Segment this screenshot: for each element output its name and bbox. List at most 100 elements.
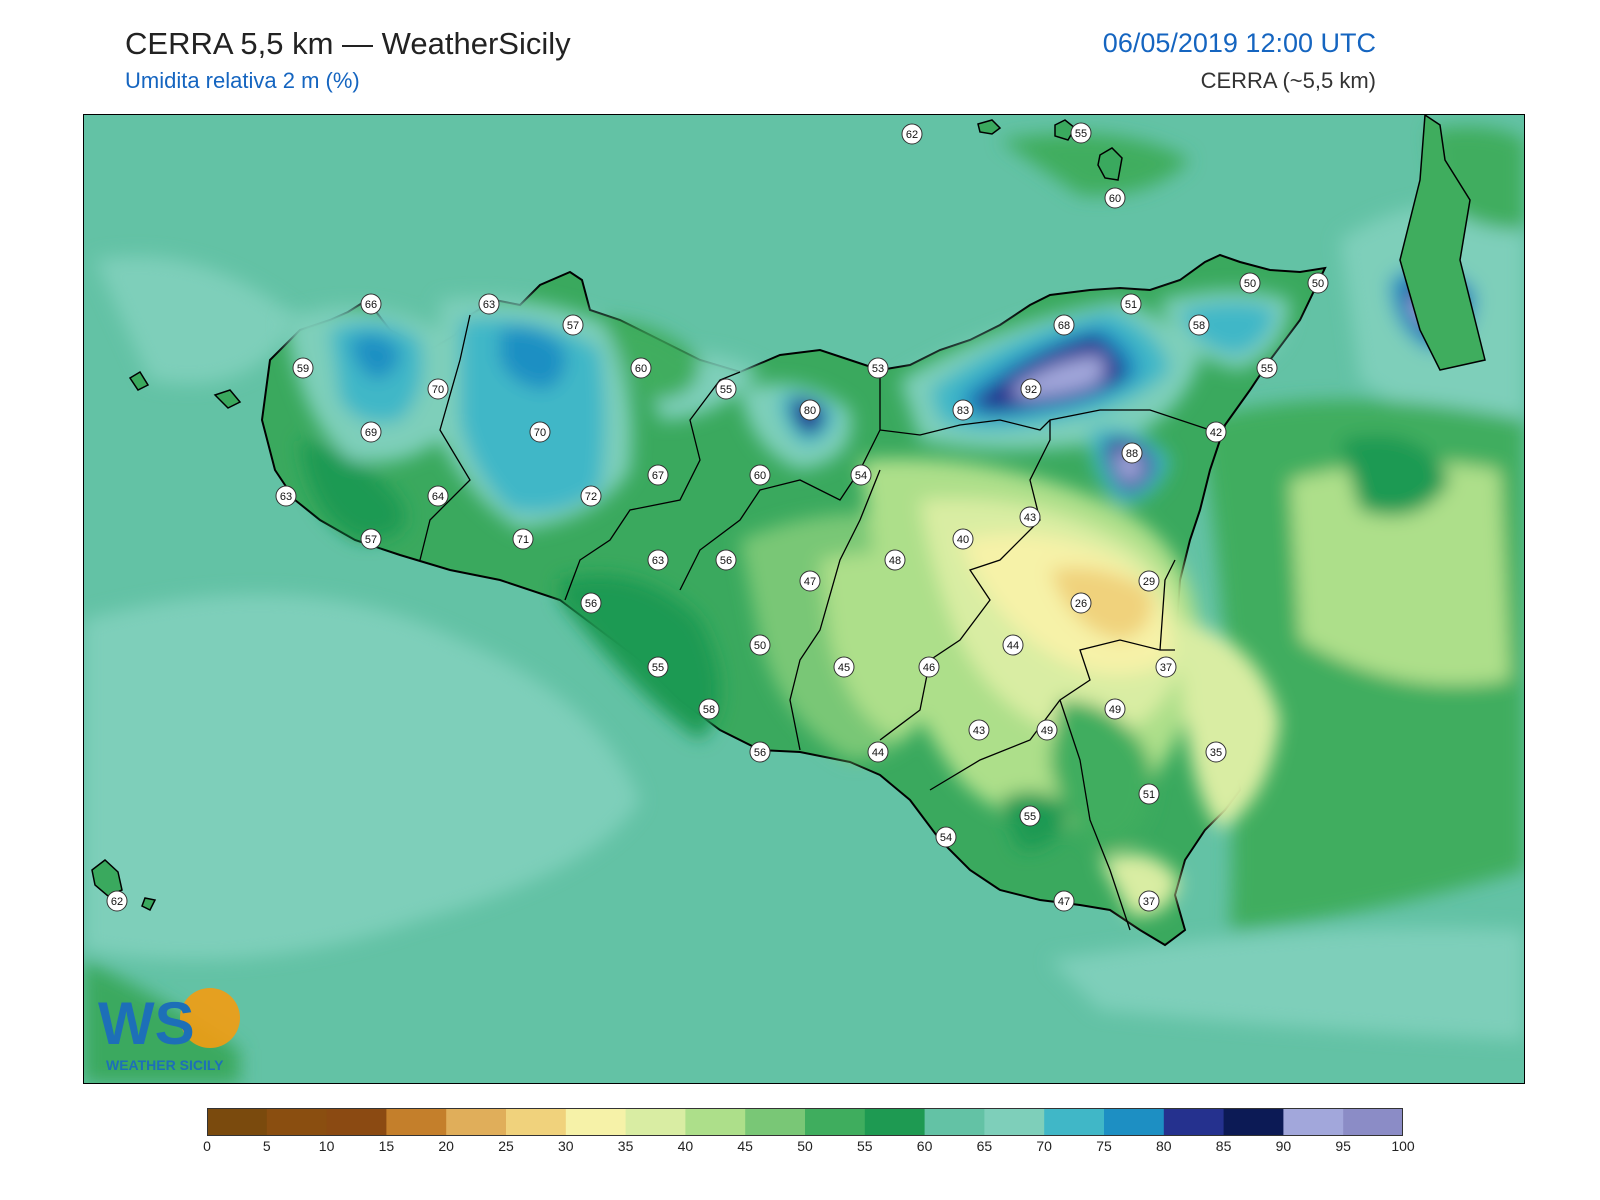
station-value: 70 (432, 384, 444, 396)
colorbar-tick-label: 0 (203, 1138, 211, 1154)
colorbar-swatch (1163, 1108, 1225, 1136)
station-value: 51 (1143, 789, 1155, 801)
station-marker (1239, 272, 1261, 294)
station-label: 62 (901, 123, 923, 145)
colorbar-tick-label: 5 (262, 1138, 271, 1154)
colorbar-tick-label: 70 (1036, 1138, 1052, 1154)
station-marker (749, 741, 771, 763)
station-value: 55 (1075, 128, 1087, 140)
station-label: 49 (1104, 698, 1126, 720)
station-label: 58 (698, 698, 720, 720)
station-marker (647, 464, 669, 486)
colorbar-swatch (805, 1108, 866, 1136)
svg-text:WS: WS (98, 990, 195, 1057)
station-label: 57 (562, 314, 584, 336)
station-marker (1155, 656, 1177, 678)
station-value: 56 (720, 555, 732, 567)
station-value: 54 (855, 470, 867, 482)
station-value: 80 (804, 405, 816, 417)
station-marker (1188, 314, 1210, 336)
station-label: 47 (1053, 890, 1075, 912)
station-marker (1019, 805, 1041, 827)
station-label: 37 (1138, 890, 1160, 912)
station-marker (580, 592, 602, 614)
station-label: 67 (647, 464, 669, 486)
station-marker (427, 485, 449, 507)
station-value: 51 (1125, 299, 1137, 311)
station-label: 50 (749, 634, 771, 656)
weathersicily-logo: WS WEATHER SICILY (98, 988, 240, 1073)
station-label: 37 (1155, 656, 1177, 678)
station-value: 62 (111, 896, 123, 908)
station-value: 57 (365, 534, 377, 546)
colorbar-swatch (745, 1108, 806, 1136)
station-label: 56 (749, 741, 771, 763)
station-label: 68 (1053, 314, 1075, 336)
station-marker (1138, 890, 1160, 912)
station-value: 60 (754, 470, 766, 482)
station-value: 37 (1160, 662, 1172, 674)
station-value: 62 (906, 129, 918, 141)
station-marker (360, 293, 382, 315)
station-label: 44 (867, 741, 889, 763)
station-marker (867, 357, 889, 379)
station-value: 45 (838, 662, 850, 674)
station-label: 40 (952, 528, 974, 550)
station-value: 56 (754, 747, 766, 759)
station-label: 63 (478, 293, 500, 315)
station-label: 55 (715, 378, 737, 400)
station-marker (647, 656, 669, 678)
station-label: 58 (1188, 314, 1210, 336)
station-label: 35 (1205, 741, 1227, 763)
station-label: 55 (1070, 122, 1092, 144)
colorbar-swatch (1343, 1108, 1403, 1136)
station-label: 56 (580, 592, 602, 614)
station-marker (106, 890, 128, 912)
station-marker (901, 123, 923, 145)
colorbar-tick-label: 45 (737, 1138, 753, 1154)
station-marker (1138, 570, 1160, 592)
station-value: 60 (1109, 193, 1121, 205)
colorbar-tick-label: 20 (438, 1138, 454, 1154)
station-value: 53 (872, 363, 884, 375)
station-label: 45 (833, 656, 855, 678)
station-marker (715, 549, 737, 571)
station-value: 46 (923, 662, 935, 674)
station-label: 49 (1036, 719, 1058, 741)
station-value: 55 (720, 384, 732, 396)
colorbar-swatch (1223, 1108, 1284, 1136)
station-marker (427, 378, 449, 400)
station-marker (799, 399, 821, 421)
station-value: 58 (1193, 320, 1205, 332)
station-label: 70 (427, 378, 449, 400)
station-value: 55 (652, 662, 664, 674)
station-marker (478, 293, 500, 315)
station-marker (1053, 890, 1075, 912)
station-value: 55 (1261, 363, 1273, 375)
station-label: 29 (1138, 570, 1160, 592)
station-value: 54 (940, 832, 952, 844)
station-label: 69 (360, 421, 382, 443)
station-value: 50 (754, 640, 766, 652)
colorbar-swatch (1283, 1108, 1344, 1136)
station-value: 26 (1075, 598, 1087, 610)
colorbar-tick-label: 30 (558, 1138, 574, 1154)
station-value: 69 (365, 427, 377, 439)
station-marker (884, 549, 906, 571)
station-value: 68 (1058, 320, 1070, 332)
station-value: 67 (652, 470, 664, 482)
colorbar-tick-label: 10 (318, 1138, 335, 1154)
station-marker (360, 528, 382, 550)
station-value: 63 (652, 555, 664, 567)
station-marker (292, 357, 314, 379)
station-label: 64 (427, 485, 449, 507)
colorbar-swatch (446, 1108, 507, 1136)
station-value: 63 (280, 491, 292, 503)
province-borders (419, 314, 1211, 931)
station-value: 47 (804, 576, 816, 588)
station-label: 62 (106, 890, 128, 912)
station-marker (529, 421, 551, 443)
station-marker (715, 378, 737, 400)
colorbar-swatch (565, 1108, 627, 1136)
station-marker (1053, 314, 1075, 336)
